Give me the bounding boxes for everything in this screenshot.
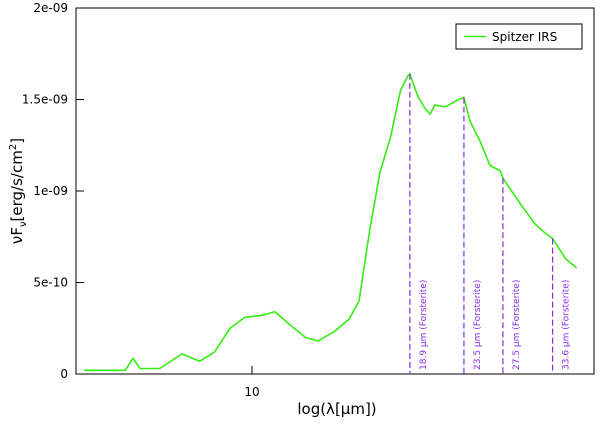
y-tick-label: 1.5e-09 [22, 93, 68, 107]
series-line [83, 72, 578, 372]
y-label-sup: 2 [8, 144, 19, 150]
annotation-label: 27.5 μm (Forsterite) [512, 280, 522, 370]
x-tick-label: 10 [244, 385, 259, 399]
y-label-part: ] [8, 138, 26, 144]
y-tick-label: 5e-10 [33, 276, 68, 290]
x-axis-label: log(λ[μm]) [297, 400, 376, 418]
y-tick-label: 2e-09 [33, 1, 68, 15]
annotation-label: 23.5 μm (Forsterite) [473, 280, 483, 370]
annotation-label: 33.6 μm (Forsterite) [562, 280, 572, 370]
y-label-sub: ν [18, 221, 29, 227]
annotation-label: 18.9 μm (Forsterite) [419, 280, 429, 370]
y-label-part: [erg/s/cm [8, 150, 26, 221]
y-tick-label: 1e-09 [33, 184, 68, 198]
y-axis-label: νFν[erg/s/cm2] [8, 138, 29, 244]
y-tick-label: 0 [60, 367, 68, 381]
legend-label: Spitzer IRS [492, 30, 557, 44]
y-label-part: νF [8, 227, 26, 244]
